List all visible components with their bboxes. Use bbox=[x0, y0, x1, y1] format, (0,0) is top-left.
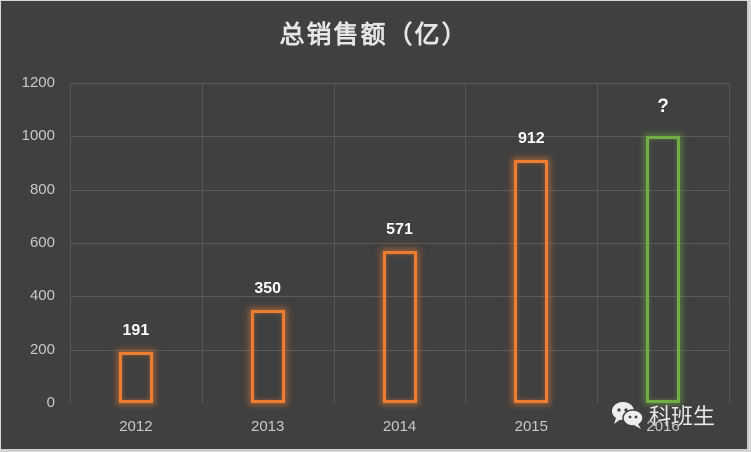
bar-2013[interactable] bbox=[250, 309, 285, 403]
gridline-horizontal bbox=[70, 243, 729, 244]
x-tick-label: 2016 bbox=[646, 418, 680, 435]
y-tick-label: 200 bbox=[29, 340, 55, 358]
y-tick-label: 1000 bbox=[21, 127, 55, 145]
data-label: 912 bbox=[517, 129, 545, 147]
y-tick-label: 600 bbox=[29, 234, 55, 251]
gridline-vertical bbox=[729, 83, 730, 403]
gridline-horizontal bbox=[70, 189, 729, 191]
watermark: 科班生 bbox=[611, 399, 715, 431]
bar-2016[interactable] bbox=[646, 136, 681, 403]
chart-title: 总销售额（亿） bbox=[279, 20, 469, 49]
data-label: 191 bbox=[122, 322, 150, 340]
data-label: 571 bbox=[386, 220, 413, 238]
gridline-vertical bbox=[465, 83, 467, 403]
x-tick-label: 2014 bbox=[382, 418, 417, 435]
gridline-vertical bbox=[597, 83, 599, 403]
x-tick-label: 2015 bbox=[514, 418, 548, 435]
gridline-vertical bbox=[333, 83, 335, 403]
bar-2014[interactable] bbox=[382, 250, 417, 403]
y-tick-label: 800 bbox=[29, 180, 55, 198]
data-label: 350 bbox=[254, 279, 282, 297]
gridline-vertical bbox=[70, 83, 71, 403]
y-tick-label: 0 bbox=[46, 394, 55, 411]
y-tick-label: 400 bbox=[29, 287, 55, 305]
plot-area: 191 350 571 912? bbox=[70, 83, 730, 403]
gridline-vertical bbox=[201, 83, 203, 403]
gridline-horizontal bbox=[70, 136, 729, 138]
gridline-horizontal bbox=[70, 83, 729, 84]
bar-2015[interactable] bbox=[514, 159, 549, 403]
watermark-text: 科班生 bbox=[649, 405, 716, 430]
y-tick-label: 1200 bbox=[21, 74, 55, 91]
bar-2012[interactable] bbox=[118, 352, 153, 403]
wechat-icon bbox=[612, 402, 644, 429]
x-tick-label: 2012 bbox=[119, 418, 153, 435]
x-tick-label: 2013 bbox=[251, 418, 285, 435]
data-label: ? bbox=[657, 96, 669, 118]
gridline-horizontal bbox=[70, 349, 729, 351]
gridline-horizontal bbox=[70, 296, 729, 298]
